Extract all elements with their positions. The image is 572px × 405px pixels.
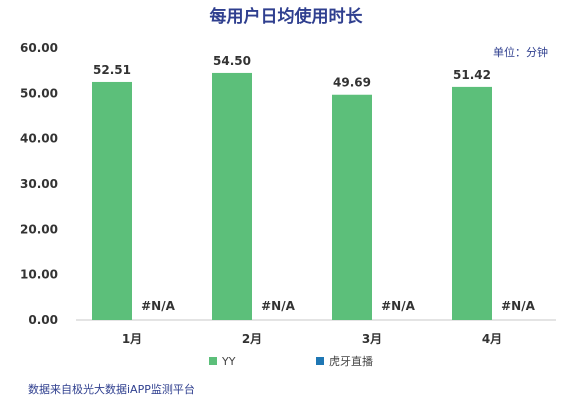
y-axis-ticks: 0.00 10.00 20.00 30.00 40.00 50.00 60.00 [20, 41, 58, 327]
bar-yy [92, 81, 132, 320]
x-tick-label: 1月 [122, 332, 142, 346]
data-label-yy: 49.69 [333, 76, 371, 90]
unit-label: 单位：分钟 [493, 45, 548, 59]
data-label-yy: 52.51 [93, 63, 131, 77]
x-tick-label: 4月 [482, 332, 502, 346]
bar-yy [212, 72, 252, 320]
category-labels: 1月 2月 3月 4月 [122, 332, 502, 346]
legend-label-huya: 虎牙直播 [329, 354, 373, 368]
data-label-yy: 51.42 [453, 68, 491, 82]
bars [92, 72, 492, 321]
y-tick-label: 40.00 [20, 132, 58, 146]
y-tick-label: 60.00 [20, 41, 58, 55]
data-labels: 52.51 #N/A 54.50 #N/A 49.69 #N/A 51.42 #N/A [93, 54, 536, 313]
y-tick-label: 10.00 [20, 268, 58, 282]
legend: YY 虎牙直播 [209, 354, 373, 368]
legend-swatch-huya [316, 357, 324, 365]
x-tick-label: 2月 [242, 332, 262, 346]
data-label-huya: #N/A [141, 299, 175, 313]
bar-yy [452, 86, 492, 321]
y-tick-label: 30.00 [20, 177, 58, 191]
x-tick-label: 3月 [362, 332, 382, 346]
legend-label-yy: YY [221, 355, 236, 368]
y-tick-label: 20.00 [20, 222, 58, 236]
data-label-huya: #N/A [261, 299, 295, 313]
legend-swatch-yy [209, 357, 217, 365]
y-tick-label: 0.00 [28, 313, 58, 327]
source-note: 数据来自极光大数据iAPP监测平台 [28, 382, 195, 396]
bar-yy [332, 94, 372, 320]
chart-title: 每用户日均使用时长 [210, 6, 364, 27]
y-tick-label: 50.00 [20, 86, 58, 100]
data-label-huya: #N/A [501, 299, 535, 313]
data-label-huya: #N/A [381, 299, 415, 313]
data-label-yy: 54.50 [213, 54, 251, 68]
